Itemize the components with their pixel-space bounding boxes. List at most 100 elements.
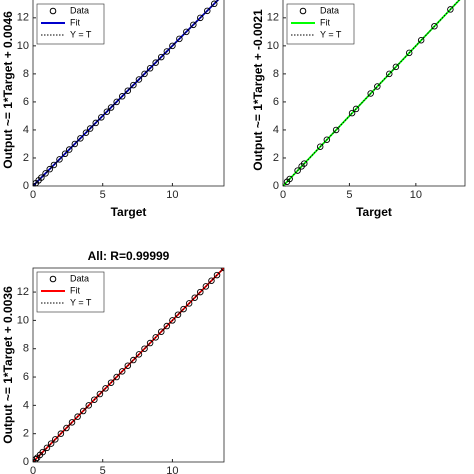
- y-axis-label: Output ~= 1*Target + -0.0021: [251, 9, 265, 171]
- data-point: [107, 104, 115, 111]
- legend-label: Y = T: [70, 297, 92, 307]
- data-point: [316, 143, 324, 151]
- data-point: [197, 14, 204, 22]
- y-tick-label: 6: [23, 371, 29, 383]
- data-point: [47, 440, 55, 447]
- y-tick-label: 2: [23, 428, 29, 440]
- y-tick-label: 10: [267, 40, 279, 52]
- data-point: [332, 126, 340, 134]
- y-tick-label: 12: [17, 12, 29, 24]
- data-point: [141, 345, 148, 352]
- data-point: [301, 160, 308, 167]
- data-point: [169, 42, 176, 50]
- chart-title: All: R=0.99999: [88, 249, 170, 263]
- data-point: [367, 90, 374, 97]
- data-point: [163, 48, 171, 55]
- data-point: [417, 36, 425, 44]
- data-point: [169, 317, 176, 324]
- data-point: [352, 105, 360, 113]
- y-axis-label: Output ~= 1*Target + 0.0046: [1, 11, 15, 169]
- data-point: [294, 167, 301, 174]
- data-point: [124, 362, 132, 369]
- data-point: [103, 108, 111, 115]
- data-point: [113, 98, 120, 106]
- data-point: [374, 83, 381, 90]
- y-tick-label: 6: [273, 96, 279, 108]
- data-point: [79, 407, 87, 415]
- data-point: [190, 21, 197, 29]
- y-tick-label: 0: [23, 180, 29, 192]
- data-point: [152, 334, 159, 341]
- data-point: [82, 129, 90, 136]
- data-point: [386, 70, 393, 78]
- y-tick-label: 6: [23, 96, 29, 108]
- legend-label: Data: [70, 273, 89, 283]
- x-tick-label: 5: [100, 189, 106, 201]
- y-tick-label: 4: [23, 399, 29, 411]
- x-tick-label: 5: [346, 189, 352, 201]
- y-tick-label: 4: [23, 124, 29, 136]
- data-point: [130, 81, 137, 89]
- series-line: [33, 0, 219, 186]
- legend-label: Y = T: [320, 29, 342, 39]
- data-point: [63, 424, 70, 432]
- y-tick-label: 10: [17, 40, 29, 52]
- y-tick-label: 8: [273, 68, 279, 80]
- data-point: [431, 22, 438, 30]
- x-tick-label: 0: [280, 189, 286, 201]
- data-point: [52, 436, 59, 443]
- y-tick-label: 8: [23, 68, 29, 80]
- y-tick-label: 2: [23, 152, 29, 164]
- data-point: [158, 53, 165, 61]
- x-tick-label: 10: [166, 189, 178, 201]
- y-tick-label: 12: [17, 286, 29, 298]
- data-point: [102, 385, 109, 392]
- data-point: [348, 109, 356, 117]
- data-point: [176, 35, 183, 43]
- data-point: [85, 402, 93, 409]
- legend-marker: [299, 7, 307, 15]
- data-point: [65, 146, 73, 153]
- data-point: [68, 419, 76, 426]
- data-point: [208, 277, 215, 284]
- x-tick-label: 5: [100, 465, 106, 474]
- data-point: [405, 49, 413, 57]
- data-point: [98, 114, 105, 121]
- data-point: [146, 65, 154, 72]
- series-line: [283, 0, 460, 186]
- plot-group: [33, 0, 220, 186]
- x-axis-label: Target: [111, 205, 147, 219]
- y-tick-label: 0: [273, 180, 279, 192]
- plot-group: [283, 0, 461, 186]
- x-tick-label: 10: [410, 189, 422, 201]
- y-tick-label: 10: [17, 314, 29, 326]
- data-point: [202, 283, 210, 290]
- data-point: [71, 140, 79, 148]
- data-point: [86, 125, 94, 132]
- data-point: [141, 70, 148, 78]
- y-tick-label: 8: [23, 343, 29, 355]
- legend-marker: [49, 275, 57, 283]
- data-point: [180, 305, 187, 313]
- data-point: [204, 7, 211, 15]
- x-axis-label: Target: [356, 205, 392, 219]
- y-tick-label: 4: [273, 124, 279, 136]
- data-point: [174, 311, 182, 318]
- data-point: [392, 63, 400, 71]
- data-point: [197, 288, 204, 296]
- data-point: [118, 93, 126, 100]
- y-tick-label: 0: [23, 456, 29, 468]
- data-point: [39, 448, 47, 456]
- data-point: [56, 156, 63, 163]
- plot-group: [33, 268, 224, 462]
- data-point: [33, 455, 40, 462]
- data-point: [191, 294, 198, 301]
- data-point: [77, 135, 84, 142]
- data-point: [43, 444, 51, 452]
- data-point: [50, 161, 58, 169]
- legend-label: Fit: [70, 17, 80, 27]
- data-point: [130, 356, 137, 364]
- y-axis-label: Output ~= 1*Target + 0.0036: [1, 286, 15, 444]
- y-tick-label: 12: [267, 12, 279, 24]
